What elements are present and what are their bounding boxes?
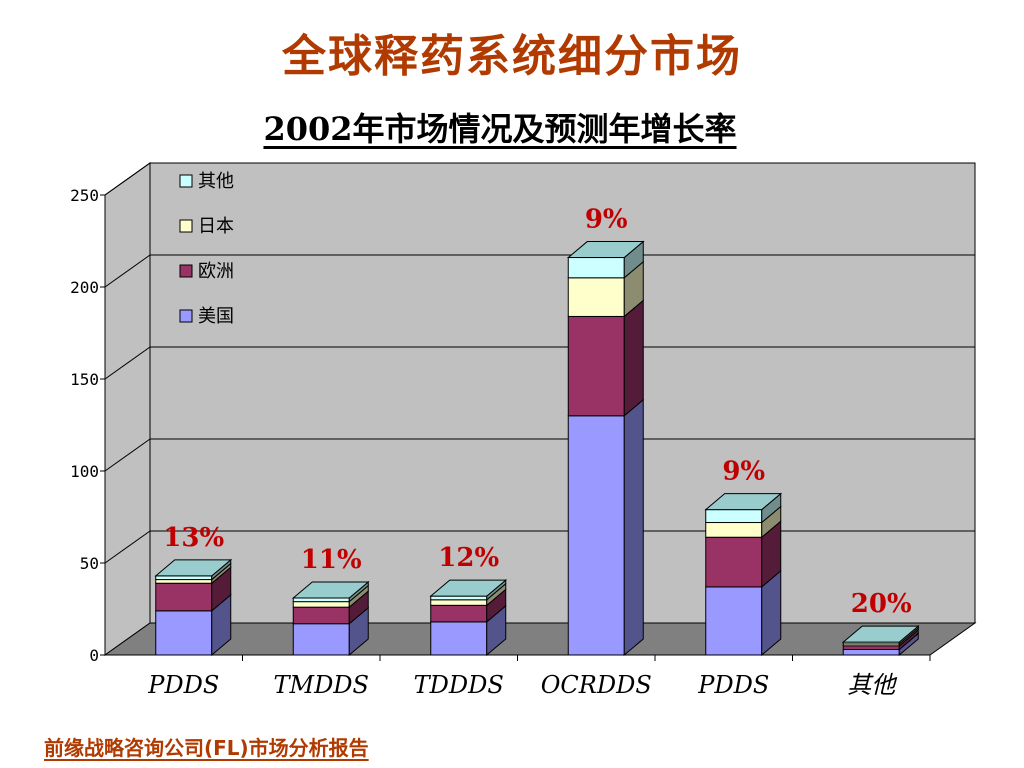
bar-segment-其他 bbox=[705, 509, 763, 524]
bar-segment-日本 bbox=[292, 601, 350, 608]
gridline-side bbox=[104, 254, 151, 288]
legend-swatch-日本 bbox=[179, 219, 193, 233]
bar-top bbox=[704, 493, 783, 511]
legend-swatch-美国 bbox=[179, 309, 193, 323]
growth-rate-label: 13% bbox=[163, 523, 224, 553]
bar-segment-欧洲 bbox=[292, 606, 350, 625]
category-label: 其他 bbox=[847, 671, 898, 699]
legend-swatch-其他 bbox=[179, 174, 193, 188]
gridline-side bbox=[104, 346, 151, 380]
category-label: TDDDS bbox=[414, 671, 504, 699]
gridline-side bbox=[104, 438, 151, 472]
bar-segment-日本 bbox=[155, 579, 213, 584]
bar-segment-其他 bbox=[567, 257, 625, 279]
legend-swatch-欧洲 bbox=[179, 264, 193, 278]
bar-segment-美国 bbox=[567, 415, 625, 656]
subtitle-text: 2002年市场情况及预测年增长率 bbox=[263, 110, 737, 148]
bar-segment-日本 bbox=[705, 522, 763, 538]
bar-segment-其他 bbox=[155, 575, 213, 581]
bar-segment-欧洲 bbox=[842, 645, 900, 650]
bar-top bbox=[154, 559, 233, 577]
gridline-side bbox=[104, 162, 151, 196]
bar-segment-其他 bbox=[292, 597, 350, 603]
bar-top bbox=[291, 581, 370, 599]
bar-segment-美国 bbox=[842, 648, 900, 656]
gridline-side bbox=[104, 530, 151, 564]
legend-label: 其他 bbox=[198, 171, 234, 192]
page-subtitle: 2002年市场情况及预测年增长率 bbox=[0, 104, 1000, 150]
chart-side-wall bbox=[104, 162, 151, 656]
chart-back-wall bbox=[149, 162, 976, 624]
bar-segment-欧洲 bbox=[705, 536, 763, 588]
bar-top bbox=[841, 625, 920, 643]
y-tick-label: 100 bbox=[70, 462, 99, 481]
bar-segment-美国 bbox=[155, 610, 213, 656]
category-label: OCRDDS bbox=[541, 671, 652, 699]
bar-segment-其他 bbox=[430, 595, 488, 601]
bar-segment-美国 bbox=[430, 621, 488, 656]
growth-rate-label: 9% bbox=[585, 205, 628, 235]
growth-rate-label: 9% bbox=[722, 457, 765, 487]
footer-source: 前缘战略咨询公司(FL)市场分析报告 bbox=[44, 736, 369, 760]
y-tick-label: 0 bbox=[89, 646, 99, 665]
growth-rate-label: 12% bbox=[438, 543, 499, 573]
legend-label: 日本 bbox=[198, 216, 234, 237]
growth-rate-label: 11% bbox=[301, 545, 362, 575]
bar-side-欧洲 bbox=[623, 299, 644, 417]
page-title: 全球释药系统细分市场 bbox=[282, 31, 742, 82]
stacked-3d-bar-chart: 0 50 100 150 200 250 PDDS 13% TMDDS 11% TDDDS 12% OC… bbox=[70, 162, 977, 699]
y-tick-label: 150 bbox=[70, 370, 99, 389]
category-label: PDDS bbox=[147, 671, 219, 699]
category-label: PDDS bbox=[697, 671, 769, 699]
bar-segment-美国 bbox=[292, 623, 350, 656]
bar-segment-日本 bbox=[567, 277, 625, 317]
y-tick-label: 50 bbox=[80, 554, 99, 573]
legend-label: 美国 bbox=[198, 306, 234, 327]
legend-label: 欧洲 bbox=[198, 261, 234, 282]
bar-top bbox=[429, 579, 508, 597]
bar-segment-欧洲 bbox=[155, 582, 213, 612]
bar-segment-美国 bbox=[705, 586, 763, 656]
bar-segment-欧洲 bbox=[567, 315, 625, 417]
bar-side-美国 bbox=[623, 398, 644, 657]
y-tick-label: 250 bbox=[70, 186, 99, 205]
bar-segment-日本 bbox=[430, 599, 488, 606]
bar-top bbox=[566, 241, 645, 259]
y-tick-label: 200 bbox=[70, 278, 99, 297]
category-label: TMDDS bbox=[273, 671, 369, 699]
bar-segment-欧洲 bbox=[430, 604, 488, 623]
growth-rate-label: 20% bbox=[851, 589, 912, 619]
